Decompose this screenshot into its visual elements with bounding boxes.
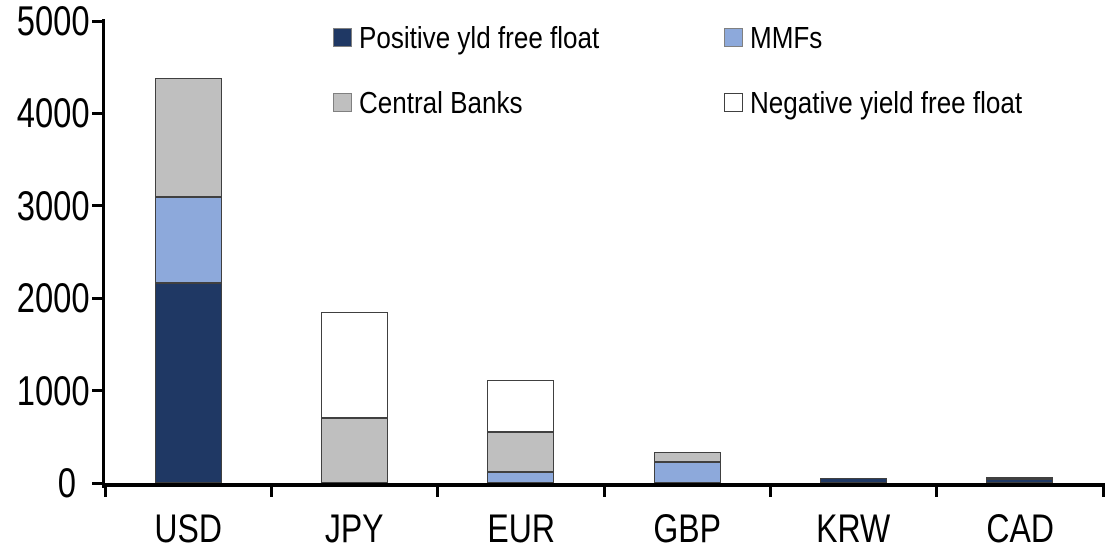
legend-label: MMFs [750,20,823,55]
x-tick [768,487,772,497]
bar-segment-jpy [321,312,388,419]
bar-segment-eur [487,432,555,472]
legend-label: Positive yld free float [359,20,600,55]
y-tick-label: 4000 [16,89,90,137]
x-tick [602,487,606,497]
y-tick-label: 1000 [16,366,90,414]
y-axis-line [101,19,105,488]
bar-segment-eur [487,380,555,433]
bar-segment-gbp [653,451,721,462]
bar-segment-cad [986,476,1054,480]
legend-label: Central Banks [359,85,523,120]
x-category-label: USD [154,507,222,551]
y-tick [91,204,102,208]
bar-segment-usd [154,197,222,284]
legend-swatch [333,28,352,47]
y-tick-label: 0 [57,459,76,506]
y-tick-label: 2000 [16,274,90,322]
x-tick [1101,487,1105,497]
legend-item: Positive yld free float [333,22,645,53]
x-axis-line [101,483,1105,487]
bar-segment-jpy [321,418,388,483]
legend-item: MMFs [724,22,836,53]
bar-segment-usd [154,283,222,483]
bar-segment-cad [986,479,1054,483]
x-category-label: CAD [986,507,1054,551]
y-tick [91,19,102,23]
x-category-label: JPY [325,507,384,551]
bar-segment-krw [820,478,887,483]
legend-swatch [724,93,743,112]
y-tick [91,389,102,393]
legend-label: Negative yield free float [750,85,1023,120]
x-tick [935,487,939,497]
x-category-label: KRW [816,507,891,551]
x-category-label: GBP [653,507,721,551]
x-category-label: EUR [487,507,555,551]
y-tick [91,481,102,485]
x-tick [269,487,273,497]
y-tick [91,296,102,300]
y-tick [91,111,102,115]
bar-segment-usd [154,78,222,198]
x-tick [436,487,440,497]
y-tick-label: 3000 [16,181,90,229]
legend-swatch [724,28,743,47]
legend-swatch [333,93,352,112]
bar-segment-eur [487,471,555,483]
y-tick-label: 5000 [16,0,90,44]
legend-item: Central Banks [333,87,554,118]
bar-segment-gbp [653,461,721,483]
x-tick [103,487,107,497]
legend-item: Negative yield free float [724,87,1074,118]
